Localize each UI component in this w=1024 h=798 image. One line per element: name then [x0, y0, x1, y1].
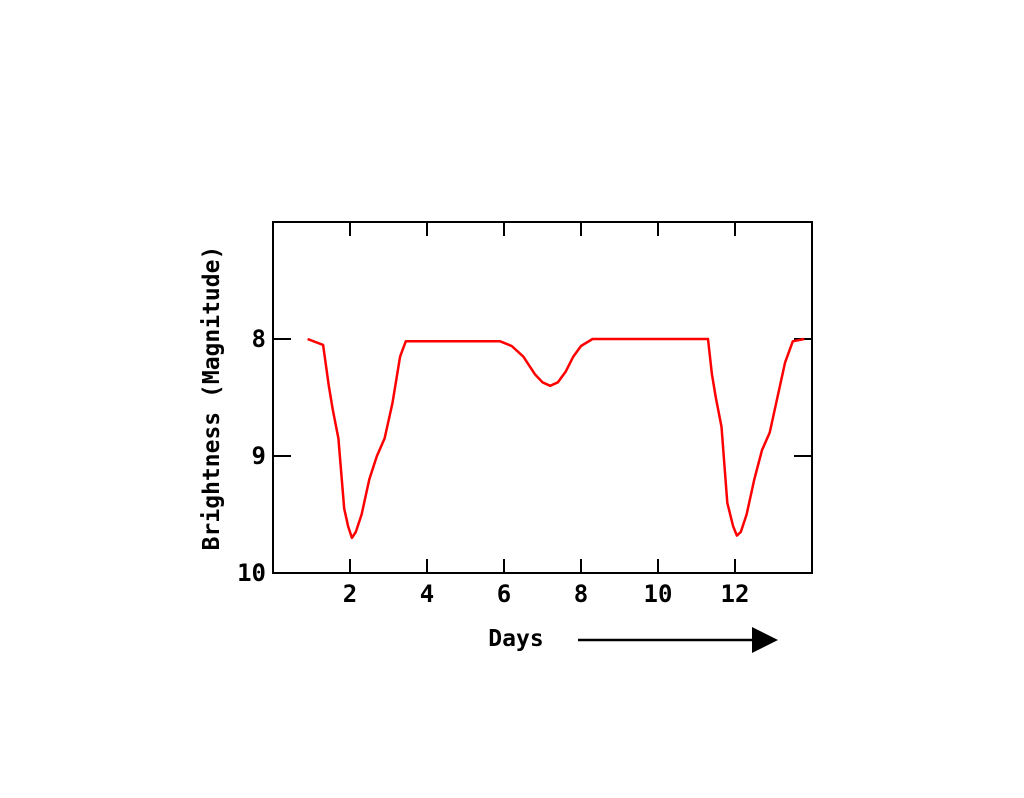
x-axis-title: Days [488, 626, 543, 652]
y-axis-tick-labels: 8 9 10 [237, 325, 266, 587]
y-tick-label: 10 [237, 559, 266, 587]
x-axis-arrow [578, 627, 778, 653]
x-axis-tick-labels: 2 4 6 8 10 12 [343, 580, 750, 608]
series-line [307, 337, 805, 540]
y-axis-ticks [273, 338, 812, 457]
x-tick-label: 8 [574, 580, 588, 608]
plot-frame [272, 221, 813, 574]
x-tick-label: 10 [644, 580, 673, 608]
x-tick-label: 2 [343, 580, 357, 608]
y-tick-label: 8 [252, 325, 266, 353]
y-tick-label: 9 [252, 442, 266, 470]
x-tick-label: 12 [721, 580, 750, 608]
x-tick-label: 6 [497, 580, 511, 608]
x-axis-ticks [349, 222, 736, 573]
y-axis-title: Brightness (Magnitude) [199, 246, 225, 551]
x-tick-label: 4 [420, 580, 434, 608]
